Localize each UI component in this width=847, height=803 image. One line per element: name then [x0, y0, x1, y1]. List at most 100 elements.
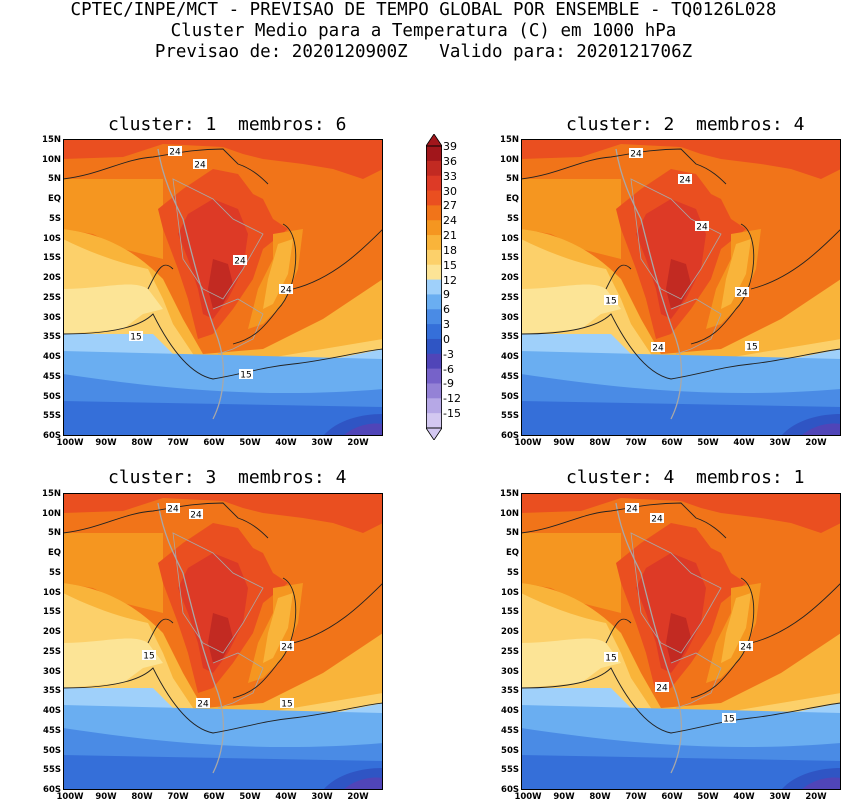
- longitude-label: 40W: [275, 438, 297, 448]
- latitude-label: 60S: [501, 431, 519, 441]
- map-panel-1: 24 24 24 24 15 15: [62, 138, 384, 437]
- contour-label: 24: [190, 511, 202, 521]
- latitude-label: 5N: [47, 174, 61, 185]
- map-panel-4: 24 24 24 15 15 24: [520, 492, 842, 791]
- latitude-label: 5S: [48, 213, 61, 224]
- latitude-label: 15N: [500, 135, 519, 145]
- longitude-label: 100W: [56, 438, 84, 448]
- latitude-label: 15S: [501, 607, 519, 618]
- longitude-label: 30W: [769, 792, 791, 802]
- colorbar-swatch: [426, 383, 442, 399]
- colorbar-level-label: -9: [443, 377, 454, 391]
- colorbar-swatch: [426, 190, 442, 206]
- colorbar-swatch: [426, 338, 442, 355]
- latitude-label: 25S: [43, 646, 61, 657]
- longitude-label: 100W: [56, 792, 84, 802]
- longitude-label: 40W: [733, 438, 755, 448]
- latitude-label: 30S: [43, 666, 61, 677]
- latitude-label: 50S: [43, 745, 61, 756]
- latitude-label: 20S: [43, 627, 61, 638]
- longitude-label: 30W: [311, 438, 333, 448]
- colorbar-swatch: [426, 264, 442, 281]
- latitude-label: 10S: [43, 233, 61, 244]
- longitude-label: 80W: [131, 438, 153, 448]
- longitude-label: 80W: [589, 792, 611, 802]
- latitude-label: 45S: [43, 725, 61, 736]
- longitude-label: 50W: [239, 438, 261, 448]
- longitude-label: 50W: [239, 792, 261, 802]
- contour-label: 24: [679, 176, 691, 186]
- colorbar-frame: [426, 145, 442, 429]
- colorbar-swatch: [426, 413, 442, 429]
- latitude-label: 30S: [501, 312, 519, 323]
- colorbar-level-label: 27: [443, 199, 457, 213]
- longitude-label: 60W: [203, 792, 225, 802]
- colorbar-level-label: 30: [443, 184, 457, 198]
- contour-label: 24: [194, 161, 206, 171]
- latitude-label: 15S: [501, 253, 519, 264]
- longitude-label: 80W: [131, 792, 153, 802]
- contour-label: 15: [723, 715, 734, 725]
- contour-label: 24: [281, 643, 293, 653]
- contour-label: 24: [167, 505, 179, 515]
- latitude-label: 35S: [43, 686, 61, 697]
- colorbar-swatch: [426, 294, 442, 310]
- panel-1-title: cluster: 1 membros: 6: [108, 114, 347, 135]
- panel-4-title: cluster: 4 membros: 1: [566, 467, 805, 488]
- contour-label: 15: [130, 333, 141, 343]
- colorbar-level-label: -3: [443, 347, 454, 361]
- latitude-label: EQ: [505, 194, 519, 205]
- latitude-label: 5N: [505, 528, 519, 539]
- longitude-label: 100W: [514, 438, 542, 448]
- temperature-field: 24 24 24 15 15 24: [520, 492, 842, 791]
- latitude-label: 20S: [501, 273, 519, 284]
- colorbar-level-label: 24: [443, 214, 457, 228]
- longitude-label: 30W: [769, 438, 791, 448]
- latitude-label: 40S: [501, 706, 519, 717]
- latitude-label: 15S: [43, 253, 61, 264]
- latitude-label: 60S: [43, 785, 61, 795]
- longitude-label: 70W: [625, 792, 647, 802]
- contour-label: 24: [280, 286, 292, 296]
- latitude-label: 60S: [43, 431, 61, 441]
- latitude-label: 15N: [42, 489, 61, 499]
- longitude-label: 20W: [347, 792, 369, 802]
- longitude-label: 20W: [805, 438, 827, 448]
- latitude-label: 5N: [47, 528, 61, 539]
- latitude-label: 55S: [43, 411, 61, 422]
- colorbar-swatch: [426, 324, 442, 340]
- longitude-label: 60W: [661, 438, 683, 448]
- panel-3-title: cluster: 3 membros: 4: [108, 467, 347, 488]
- map-panel-2: 24 24 24 24 15 15 24: [520, 138, 842, 437]
- longitude-label: 20W: [805, 792, 827, 802]
- contour-label: 24: [651, 515, 663, 525]
- latitude-label: 50S: [501, 391, 519, 402]
- contour-label: 24: [169, 148, 181, 158]
- contour-label: 24: [234, 257, 246, 267]
- panel-2-title: cluster: 2 membros: 4: [566, 114, 805, 135]
- longitude-label: 70W: [167, 792, 189, 802]
- latitude-label: 60S: [501, 785, 519, 795]
- contour-label: 24: [652, 344, 664, 354]
- contour-labels: 24 24 24 24 15 15: [129, 146, 293, 381]
- colorbar-level-label: 36: [443, 154, 457, 168]
- colorbar-level-label: 12: [443, 273, 457, 287]
- header-line-2: Cluster Medio para a Temperatura (C) em …: [170, 21, 677, 41]
- longitude-label: 40W: [275, 792, 297, 802]
- longitude-label: 70W: [167, 438, 189, 448]
- contour-labels: 24 24 24 15 15 24: [604, 503, 753, 725]
- longitude-label: 60W: [661, 792, 683, 802]
- latitude-label: 55S: [501, 765, 519, 776]
- longitude-label: 40W: [733, 792, 755, 802]
- contour-label: 15: [240, 371, 251, 381]
- latitude-label: EQ: [47, 548, 61, 559]
- latitude-label: 45S: [43, 371, 61, 382]
- colorbar-max-arrow: [425, 133, 443, 147]
- latitude-label: 10S: [501, 233, 519, 244]
- latitude-label: 30S: [43, 312, 61, 323]
- contour-label: 24: [736, 289, 748, 299]
- colorbar-swatch: [426, 249, 442, 266]
- latitude-label: 25S: [43, 292, 61, 303]
- temperature-field: 24 24 24 24 15 15 24: [520, 138, 842, 437]
- contour-label: 15: [605, 654, 616, 664]
